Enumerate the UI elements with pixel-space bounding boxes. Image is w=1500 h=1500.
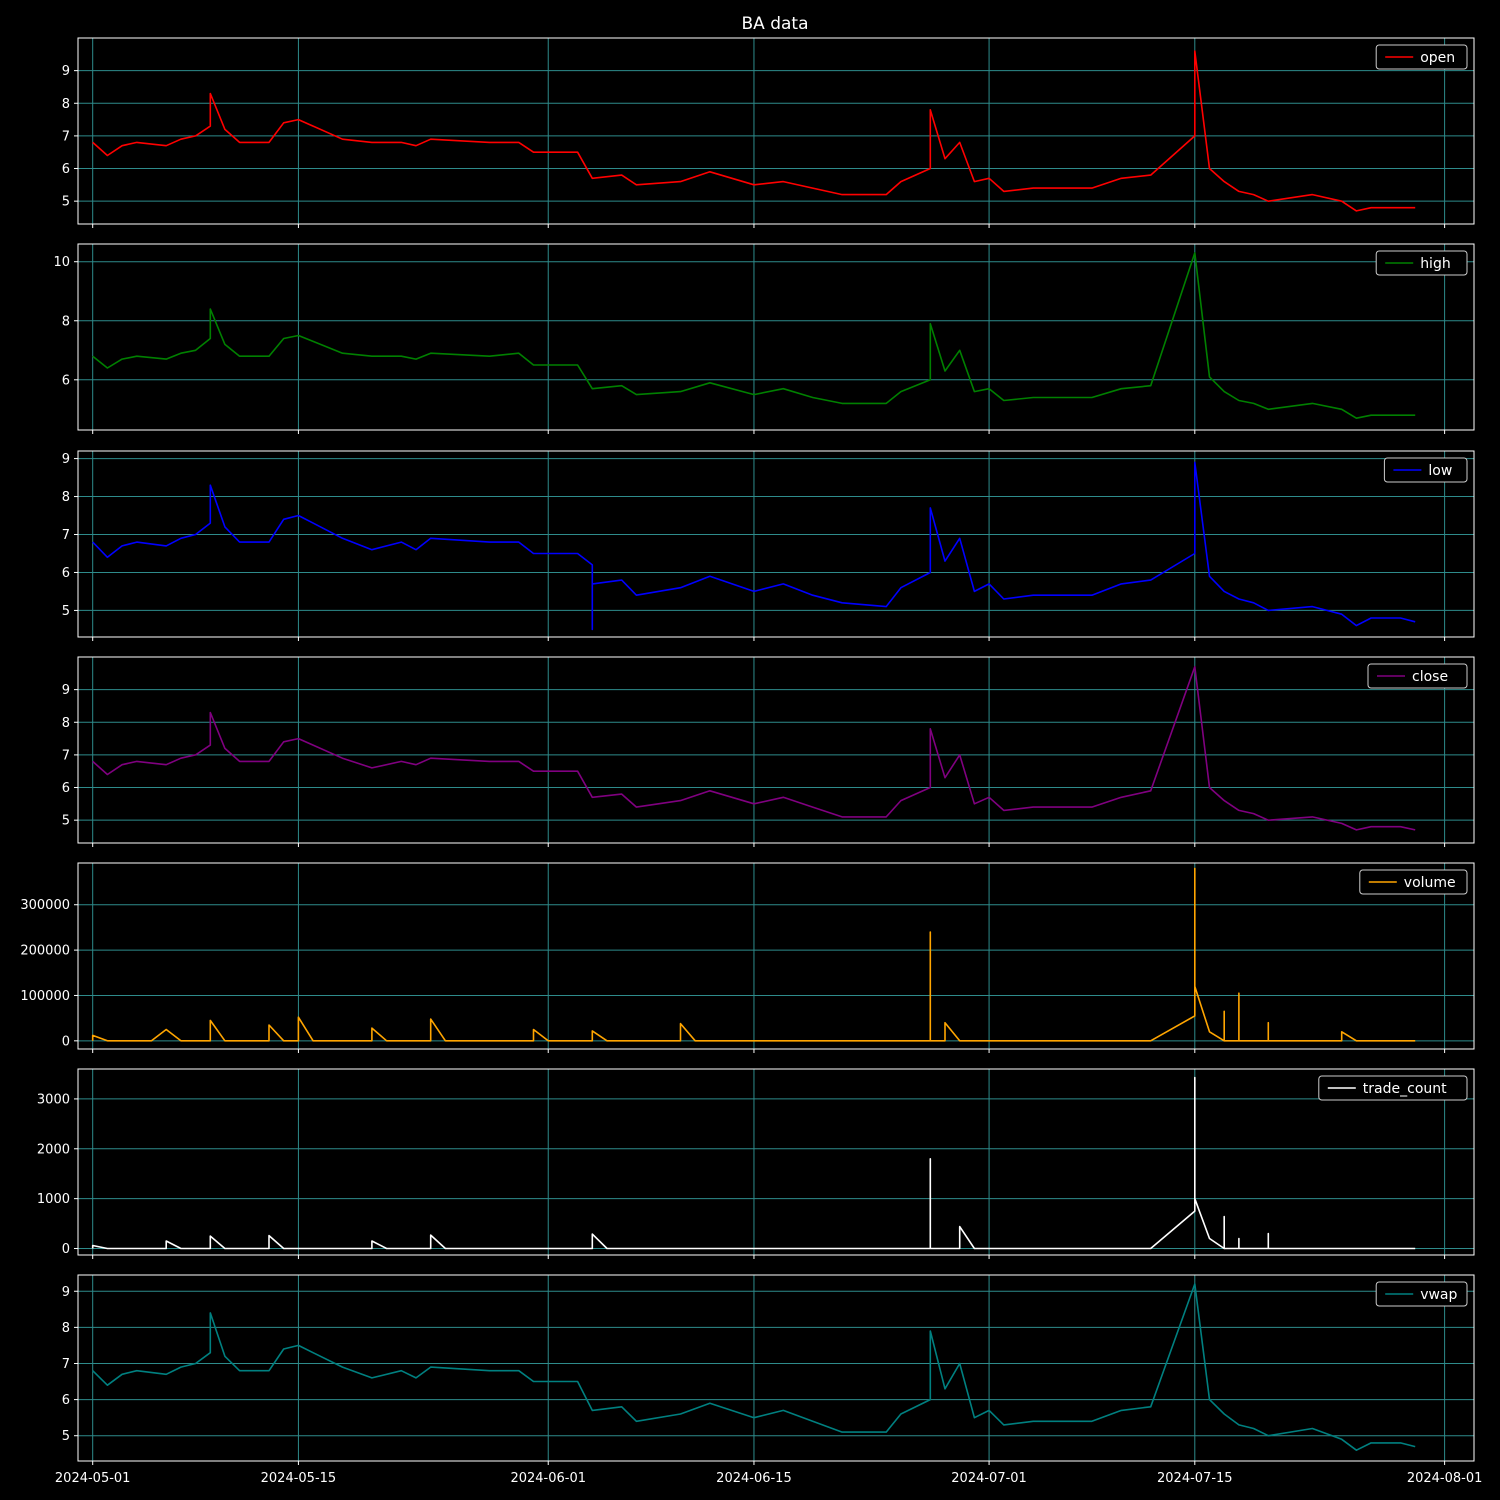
panel-high: 6 8 10 high	[53, 243, 1475, 434]
legend-label: volume	[1404, 875, 1456, 891]
legend-label: close	[1412, 669, 1448, 685]
legend: low	[1383, 457, 1468, 483]
y-tick-label: 8	[62, 490, 70, 505]
legend-box	[1383, 457, 1468, 483]
legend: open	[1375, 44, 1468, 70]
legend-label: open	[1420, 50, 1455, 66]
legend-box	[1318, 1075, 1468, 1101]
legend-box	[1359, 869, 1468, 895]
y-tick-label: 0	[62, 1242, 70, 1257]
legend-label: trade_count	[1363, 1081, 1447, 1097]
y-tick-label: 10	[53, 255, 70, 270]
y-tick-label: 8	[62, 314, 70, 329]
axes-frame	[77, 656, 1475, 844]
y-tick-label: 9	[62, 452, 70, 467]
series-line-low	[92, 461, 1416, 631]
y-tick-label: 3000	[37, 1092, 70, 1107]
y-tick-label: 2000	[37, 1142, 70, 1157]
y-tick-label: 5	[62, 1429, 70, 1444]
y-tick-label: 6	[62, 373, 70, 388]
panel-vwap: 5 6 7 8 9 vwap	[62, 1274, 1475, 1465]
panel-close: 5 6 7 8 9 close	[62, 656, 1475, 847]
panel-open: 5 6 7 8 9 open	[62, 37, 1475, 228]
x-axis-ticks: 2024-05-01 2024-05-15 2024-06-01 2024-06-15…	[55, 1471, 1482, 1486]
series-line-open	[92, 50, 1416, 212]
y-tick-label: 7	[62, 1357, 70, 1372]
legend: trade_count	[1318, 1075, 1468, 1101]
y-tick-label: 0	[62, 1034, 70, 1049]
y-tick-label: 8	[62, 1321, 70, 1336]
x-tick-label: 2024-05-01	[55, 1471, 131, 1486]
y-tick-label: 9	[62, 64, 70, 79]
y-tick-label: 1000	[37, 1192, 70, 1207]
y-tick-label: 7	[62, 528, 70, 543]
legend-box	[1375, 44, 1468, 70]
x-tick-label: 2024-07-01	[951, 1471, 1027, 1486]
legend: vwap	[1375, 1281, 1468, 1307]
legend-label: high	[1420, 256, 1451, 272]
panels-group: 5 6 7 8 9 open 6 8 10 high 5 6 7 8 9 low 5 6 7 8 9 close 0 1000…	[20, 37, 1475, 1465]
series-line-close	[92, 665, 1416, 831]
panel-low: 5 6 7 8 9 low	[62, 450, 1475, 641]
y-tick-label: 5	[62, 195, 70, 210]
axes-frame	[77, 862, 1475, 1050]
legend: close	[1367, 663, 1468, 689]
x-tick-label: 2024-07-15	[1157, 1471, 1233, 1486]
chart-title: BA data	[742, 14, 809, 34]
axes-frame	[77, 450, 1475, 638]
axes-frame	[77, 243, 1475, 431]
y-tick-label: 9	[62, 1285, 70, 1300]
legend-label: vwap	[1420, 1287, 1457, 1303]
y-tick-label: 100000	[20, 989, 70, 1004]
x-tick-label: 2024-05-15	[261, 1471, 337, 1486]
axes-frame	[77, 1068, 1475, 1256]
y-tick-label: 6	[62, 781, 70, 796]
axes-frame	[77, 37, 1475, 225]
x-tick-label: 2024-08-01	[1407, 1471, 1483, 1486]
y-tick-label: 5	[62, 814, 70, 829]
legend-label: low	[1428, 463, 1452, 479]
y-tick-label: 8	[62, 716, 70, 731]
y-tick-label: 6	[62, 1393, 70, 1408]
series-line-high	[92, 252, 1416, 420]
y-tick-label: 8	[62, 97, 70, 112]
axes-frame	[77, 1274, 1475, 1462]
y-tick-label: 300000	[20, 898, 70, 913]
y-tick-label: 6	[62, 566, 70, 581]
legend-box	[1375, 1281, 1468, 1307]
y-tick-label: 6	[62, 162, 70, 177]
legend-box	[1367, 663, 1468, 689]
x-tick-label: 2024-06-01	[510, 1471, 586, 1486]
legend: volume	[1359, 869, 1468, 895]
y-tick-label: 7	[62, 129, 70, 144]
y-tick-label: 200000	[20, 944, 70, 959]
series-line-trade_count	[91, 1076, 1416, 1250]
panel-trade_count: 0 1000 2000 3000 trade_count	[37, 1068, 1475, 1259]
series-line-vwap	[92, 1283, 1416, 1451]
x-tick-label: 2024-06-15	[716, 1471, 792, 1486]
panel-volume: 0 100000 200000 300000 volume	[20, 862, 1475, 1053]
y-tick-label: 7	[62, 748, 70, 763]
series-line-volume	[91, 867, 1416, 1042]
y-tick-label: 9	[62, 683, 70, 698]
y-tick-label: 5	[62, 604, 70, 619]
legend-box	[1375, 250, 1468, 276]
legend: high	[1375, 250, 1468, 276]
